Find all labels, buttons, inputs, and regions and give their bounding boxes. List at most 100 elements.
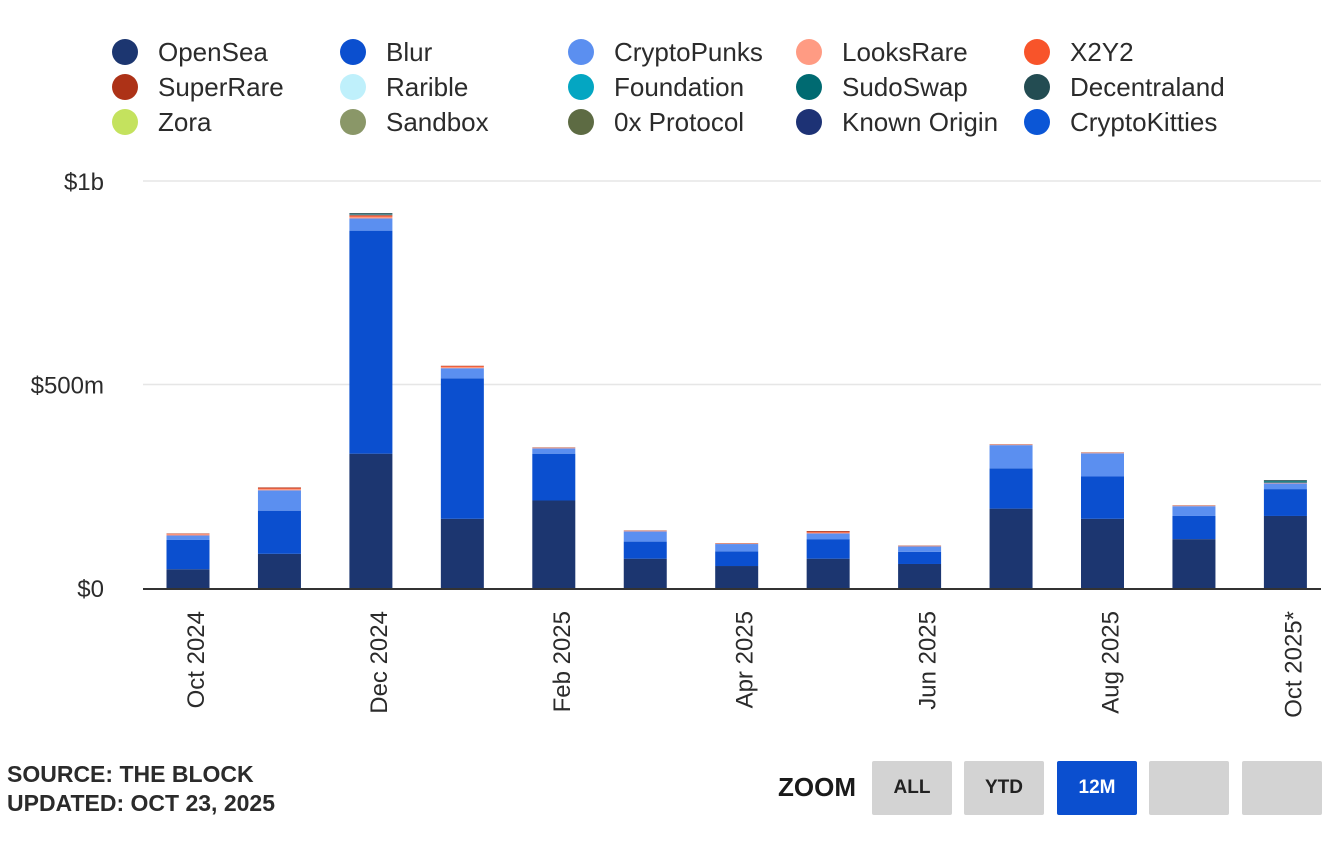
- bar-segment-cryptopunks[interactable]: [1081, 453, 1124, 477]
- zoom-12m-button[interactable]: 12M: [1057, 761, 1137, 815]
- bar-segment-looksrare[interactable]: [806, 532, 850, 534]
- bar-stack-oct-2025[interactable]: [1263, 480, 1307, 588]
- bar-segment-blur[interactable]: [1263, 489, 1307, 516]
- bar-segment-cryptopunks[interactable]: [1263, 483, 1307, 490]
- bar-segment-cryptopunks[interactable]: [989, 445, 1033, 469]
- bar-segment-looksrare[interactable]: [166, 534, 210, 536]
- bar-segment-decentraland[interactable]: [1263, 480, 1307, 481]
- bar-segment-opensea[interactable]: [989, 508, 1033, 588]
- bar-stack-aug-2025[interactable]: [1081, 452, 1124, 588]
- legend-item-x2y2[interactable]: X2Y2: [1024, 37, 1134, 67]
- legend-item-blur[interactable]: Blur: [340, 37, 433, 67]
- legend-item-0x-protocol[interactable]: 0x Protocol: [568, 107, 744, 137]
- bar-segment-blur[interactable]: [898, 551, 942, 564]
- legend-item-zora[interactable]: Zora: [112, 107, 212, 137]
- bar-segment-cryptopunks[interactable]: [1172, 506, 1216, 516]
- bar-segment-opensea[interactable]: [257, 553, 301, 588]
- bar-segment-looksrare[interactable]: [349, 216, 393, 219]
- bar-segment-blur[interactable]: [715, 551, 759, 567]
- bar-segment-cryptopunks[interactable]: [532, 448, 576, 454]
- bar-stack-nov-2024[interactable]: [257, 487, 301, 588]
- bar-segment-foundation[interactable]: [1263, 481, 1307, 483]
- bar-segment-sudoswap[interactable]: [1263, 480, 1307, 482]
- bar-segment-opensea[interactable]: [806, 558, 850, 588]
- bar-segment-cryptopunks[interactable]: [166, 535, 210, 540]
- zoom-label: ZOOM: [778, 772, 856, 802]
- bar-stack-sep-2025[interactable]: [1172, 505, 1216, 588]
- bar-segment-x2y2[interactable]: [806, 531, 850, 533]
- legend-item-decentraland[interactable]: Decentraland: [1024, 72, 1225, 102]
- legend-item-known-origin[interactable]: Known Origin: [796, 107, 998, 137]
- x-tick-label: Feb 2025: [549, 611, 576, 712]
- bar-segment-x2y2[interactable]: [257, 488, 301, 490]
- legend-item-foundation[interactable]: Foundation: [568, 72, 744, 102]
- zoom-option-4-button[interactable]: [1149, 761, 1229, 815]
- bar-segment-cryptopunks[interactable]: [715, 544, 759, 552]
- bar-segment-opensea[interactable]: [532, 500, 576, 588]
- legend-item-rarible[interactable]: Rarible: [340, 72, 468, 102]
- bar-stack-jun-2025[interactable]: [898, 545, 942, 588]
- bar-segment-blur[interactable]: [1172, 515, 1216, 540]
- x-tick-label: Oct 2024: [183, 611, 210, 708]
- zoom-ytd-button[interactable]: YTD: [964, 761, 1044, 815]
- zoom-option-5-button[interactable]: [1242, 761, 1322, 815]
- bar-segment-cryptopunks[interactable]: [806, 533, 850, 540]
- bar-segment-cryptopunks[interactable]: [257, 490, 301, 511]
- bar-segment-blur[interactable]: [257, 510, 301, 554]
- legend-item-sandbox[interactable]: Sandbox: [340, 107, 489, 137]
- bar-segment-x2y2[interactable]: [440, 366, 484, 367]
- bar-segment-opensea[interactable]: [715, 566, 759, 588]
- bar-segment-blur[interactable]: [806, 539, 850, 559]
- bar-segment-opensea[interactable]: [1263, 515, 1307, 588]
- bar-segment-opensea[interactable]: [898, 563, 942, 588]
- bar-segment-blur[interactable]: [1081, 476, 1124, 519]
- bar-segment-blur[interactable]: [532, 453, 576, 501]
- bar-segment-looksrare[interactable]: [257, 489, 301, 491]
- bar-segment-cryptopunks[interactable]: [623, 531, 667, 542]
- legend-item-cryptokitties[interactable]: CryptoKitties: [1024, 107, 1217, 137]
- bar-segment-opensea[interactable]: [349, 453, 393, 588]
- bar-segment-blur[interactable]: [166, 539, 210, 570]
- legend-label: Decentraland: [1070, 72, 1225, 102]
- bar-stack-mar-2025[interactable]: [623, 530, 667, 588]
- legend-item-cryptopunks[interactable]: CryptoPunks: [568, 37, 763, 67]
- bar-stack-feb-2025[interactable]: [532, 447, 576, 588]
- legend-label: CryptoKitties: [1070, 107, 1217, 137]
- bar-segment-blur[interactable]: [349, 230, 393, 454]
- zoom-all-button[interactable]: ALL: [872, 761, 952, 815]
- bar-segment-cryptopunks[interactable]: [898, 546, 942, 552]
- bar-segment-superrare[interactable]: [806, 531, 850, 532]
- bar-segment-superrare[interactable]: [257, 487, 301, 489]
- bar-segment-blur[interactable]: [440, 378, 484, 519]
- legend-item-sudoswap[interactable]: SudoSwap: [796, 72, 968, 102]
- bar-stack-jan-2025[interactable]: [440, 365, 484, 588]
- bar-stack-jul-2025[interactable]: [989, 444, 1033, 588]
- bar-stack-dec-2024[interactable]: [349, 213, 393, 588]
- legend-label: SudoSwap: [842, 72, 968, 102]
- bar-segment-x2y2[interactable]: [349, 216, 393, 217]
- bar-stack-oct-2024[interactable]: [166, 533, 210, 588]
- legend-label: SuperRare: [158, 72, 284, 102]
- legend-marker: [340, 109, 366, 135]
- bar-segment-opensea[interactable]: [623, 558, 667, 588]
- bar-segment-opensea[interactable]: [1172, 539, 1216, 588]
- legend-marker: [112, 39, 138, 65]
- bar-stack-may-2025[interactable]: [806, 531, 850, 588]
- bar-stack-apr-2025[interactable]: [715, 543, 759, 588]
- bar-segment-blur[interactable]: [623, 541, 667, 559]
- legend-label: OpenSea: [158, 37, 268, 67]
- bar-segment-blur[interactable]: [989, 468, 1033, 509]
- legend-item-opensea[interactable]: OpenSea: [112, 37, 268, 67]
- legend-item-superrare[interactable]: SuperRare: [112, 72, 284, 102]
- bar-segment-opensea[interactable]: [440, 518, 484, 588]
- bar-segment-looksrare[interactable]: [440, 366, 484, 369]
- legend-item-looksrare[interactable]: LooksRare: [796, 37, 968, 67]
- bar-segment-opensea[interactable]: [1081, 518, 1124, 588]
- bar-segment-decentraland[interactable]: [349, 213, 393, 215]
- bar-segment-superrare[interactable]: [349, 215, 393, 217]
- legend-label: Zora: [158, 107, 212, 137]
- bar-segment-cryptopunks[interactable]: [349, 218, 393, 231]
- bar-segment-opensea[interactable]: [166, 569, 210, 588]
- chart-gridlines: [143, 180, 1321, 386]
- bar-segment-cryptopunks[interactable]: [440, 368, 484, 379]
